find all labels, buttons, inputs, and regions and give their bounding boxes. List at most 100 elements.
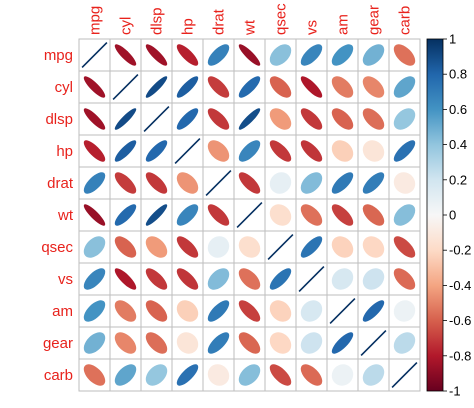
correlation-ellipse (331, 108, 354, 130)
correlation-ellipse (393, 204, 416, 226)
correlation-ellipse (269, 268, 292, 290)
correlation-ellipse (207, 236, 230, 258)
correlation-ellipse (300, 236, 323, 258)
correlation-ellipse (83, 76, 106, 98)
column-label: am (335, 14, 352, 35)
correlation-ellipse (393, 76, 416, 98)
correlation-ellipse (300, 204, 323, 226)
correlation-ellipse (114, 236, 137, 258)
correlation-ellipse (207, 76, 230, 98)
correlation-ellipse (176, 268, 199, 290)
correlation-ellipse (83, 364, 106, 386)
diagonal-mark (329, 298, 356, 324)
row-label: qsec (41, 239, 73, 256)
correlation-ellipse (362, 140, 385, 162)
correlation-ellipse (362, 172, 385, 194)
colorbar (426, 38, 444, 392)
correlation-ellipse (238, 44, 261, 66)
correlation-ellipse (269, 204, 292, 226)
diagonal-mark (205, 170, 232, 196)
correlation-ellipse (207, 204, 230, 226)
correlation-ellipse (145, 300, 168, 322)
correlation-ellipse (207, 364, 230, 386)
row-label: hp (56, 143, 73, 160)
diagonal-mark (174, 138, 201, 164)
column-label: mpg (87, 6, 104, 35)
correlation-ellipse (269, 140, 292, 162)
diagonal-mark (360, 330, 387, 356)
correlation-ellipse (83, 236, 106, 258)
correlation-ellipse (362, 108, 385, 130)
colorbar-legend: 1 0.8 0.6 0.4 0.2 0 -0.2 -0.4 -0.6 -0.8 -1 (426, 32, 471, 399)
correlation-ellipse (393, 300, 416, 322)
correlation-ellipse (393, 268, 416, 290)
colorbar-tick-label: 1 (449, 32, 456, 47)
correlation-ellipse (114, 108, 137, 130)
correlation-ellipse (331, 236, 354, 258)
row-label: cyl (55, 79, 73, 96)
matrix-cell (109, 102, 142, 136)
correlation-ellipse (114, 300, 137, 322)
correlation-ellipse (269, 76, 292, 98)
correlation-ellipse (207, 268, 230, 290)
correlation-ellipse (269, 332, 292, 354)
row-label: dlsp (45, 111, 73, 128)
diagonal-mark (236, 202, 263, 228)
correlation-ellipse (114, 268, 137, 290)
correlation-ellipse (238, 236, 261, 258)
colorbar-tick-label: -1 (449, 384, 461, 399)
row-label: wt (57, 207, 74, 224)
correlation-ellipse (176, 236, 199, 258)
column-label: drat (211, 8, 228, 35)
colorbar-tick-label: 0.2 (449, 172, 467, 187)
correlation-ellipse (300, 300, 323, 322)
correlation-ellipse (145, 140, 168, 162)
correlation-ellipse (176, 44, 199, 66)
colorbar-tick-label: -0.4 (449, 278, 471, 293)
correlation-ellipse (238, 172, 261, 194)
correlation-ellipse (83, 268, 106, 290)
correlation-ellipse (238, 140, 261, 162)
row-label: mpg (44, 47, 73, 64)
correlation-ellipse (145, 364, 168, 386)
correlation-ellipse (331, 204, 354, 226)
correlation-ellipse (207, 140, 230, 162)
correlation-ellipse (362, 364, 385, 386)
diagonal-mark (112, 74, 139, 100)
correlation-ellipse (393, 108, 416, 130)
row-label: gear (43, 335, 73, 352)
correlation-ellipse (238, 76, 261, 98)
row-label: am (52, 303, 73, 320)
column-labels: mpg cyl dlsp hp drat wt qsec vs am gear carb (87, 3, 414, 36)
colorbar-tick-label: 0 (449, 208, 456, 223)
correlation-ellipse (300, 140, 323, 162)
diagonal-mark (143, 106, 170, 132)
correlation-ellipse (300, 76, 323, 98)
correlation-matrix (78, 38, 421, 392)
correlation-ellipse (393, 44, 416, 66)
correlation-ellipse (362, 268, 385, 290)
correlation-ellipse (331, 76, 354, 98)
correlation-ellipse (145, 76, 168, 98)
correlation-ellipse (176, 108, 199, 130)
correlation-ellipse (114, 140, 137, 162)
correlation-ellipse (331, 268, 354, 290)
correlation-ellipse (207, 108, 230, 130)
correlation-ellipse (362, 76, 385, 98)
row-label: vs (58, 271, 73, 288)
matrix-cell (202, 326, 235, 360)
correlation-ellipse (362, 44, 385, 66)
correlation-ellipse (238, 332, 261, 354)
correlation-ellipse (83, 204, 106, 226)
correlation-ellipse (176, 364, 199, 386)
correlation-ellipse (114, 364, 137, 386)
correlation-ellipse (362, 236, 385, 258)
correlation-ellipse (331, 172, 354, 194)
correlation-ellipse (269, 364, 292, 386)
correlation-ellipse (393, 140, 416, 162)
colorbar-tick-label: 0.4 (449, 137, 467, 152)
row-label: carb (44, 367, 73, 384)
correlation-ellipse (269, 108, 292, 130)
row-labels: mpg cyl dlsp hp drat wt qsec vs am gear carb (41, 47, 74, 384)
